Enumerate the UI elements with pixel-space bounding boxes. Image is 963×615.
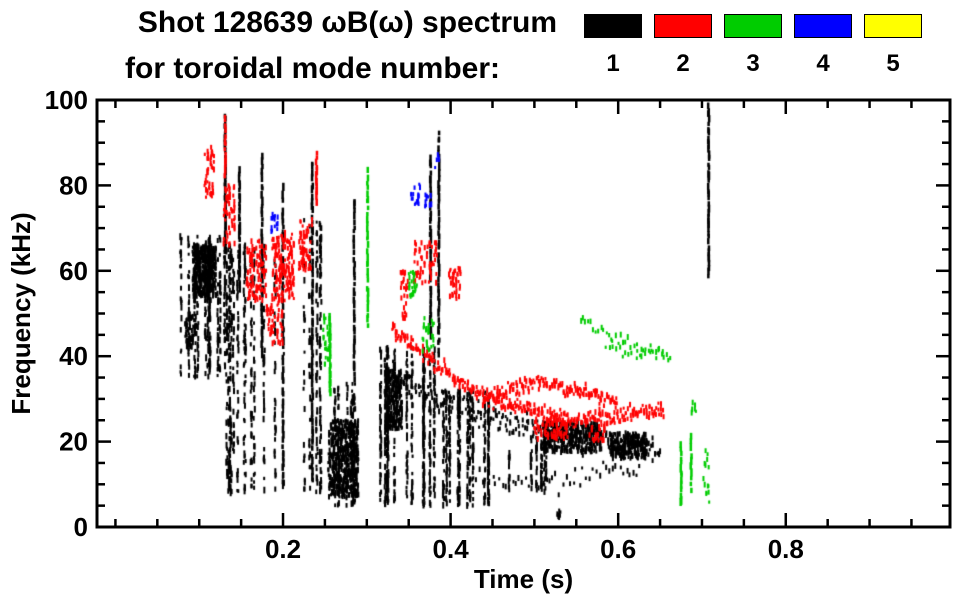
legend-item-1: 1 — [584, 14, 642, 78]
legend-label-2: 2 — [676, 50, 690, 77]
x-tick-label: 0.2 — [265, 534, 301, 564]
x-tick-label: 0.4 — [433, 534, 470, 564]
legend: 1 2 3 4 5 — [0, 0, 963, 95]
y-tick-label: 60 — [59, 256, 88, 286]
y-axis-ticks: 0 20 40 60 80 100 — [45, 85, 950, 542]
y-axis-title: Frequency (kHz) — [6, 212, 36, 414]
chart-subtitle: for toroidal mode number: — [125, 52, 500, 85]
y-tick-label: 80 — [59, 170, 88, 200]
legend-swatch-2 — [654, 14, 712, 38]
x-axis-ticks: 0.2 0.4 0.6 0.8 — [114, 100, 913, 564]
y-tick-label: 100 — [45, 85, 88, 115]
plot-frame — [95, 98, 952, 529]
legend-item-5: 5 — [864, 14, 922, 78]
y-tick-label: 40 — [59, 341, 88, 371]
legend-label-5: 5 — [886, 50, 900, 77]
legend-item-3: 3 — [724, 14, 782, 78]
legend-label-1: 1 — [606, 50, 620, 77]
x-axis-title: Time (s) — [474, 564, 573, 594]
legend-item-4: 4 — [794, 14, 852, 78]
legend-swatch-5 — [864, 14, 922, 38]
legend-swatch-3 — [724, 14, 782, 38]
x-tick-label: 0.6 — [600, 534, 636, 564]
legend-label-4: 4 — [816, 50, 830, 77]
y-tick-label: 20 — [59, 427, 88, 457]
x-tick-label: 0.8 — [768, 534, 804, 564]
legend-swatch-4 — [794, 14, 852, 38]
legend-swatch-1 — [584, 14, 642, 38]
legend-item-2: 2 — [654, 14, 712, 78]
y-tick-label: 0 — [74, 512, 88, 542]
chart-title: Shot 128639 ωB(ω) spectrum — [137, 6, 558, 39]
legend-label-3: 3 — [746, 50, 760, 77]
